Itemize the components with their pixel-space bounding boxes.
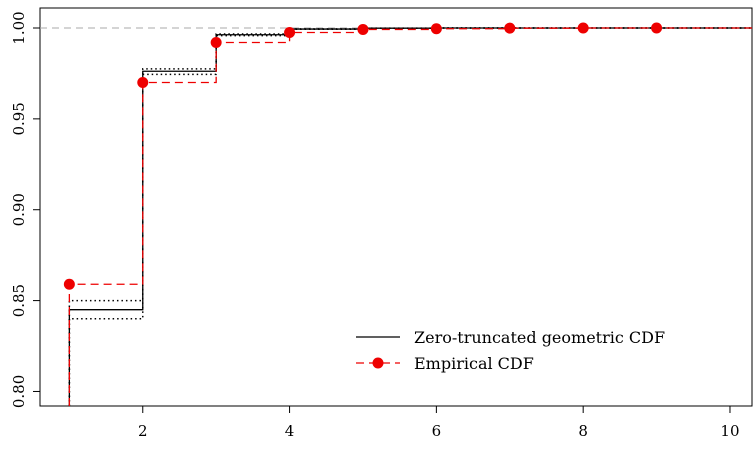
x-tick-label: 6 <box>432 422 442 440</box>
series-layer <box>68 27 752 406</box>
plot-frame <box>39 7 753 407</box>
points-layer <box>63 22 663 290</box>
empirical-point <box>63 278 75 290</box>
y-tick-label: 1.00 <box>10 11 28 44</box>
empirical-point <box>430 23 442 35</box>
series-line-0 <box>68 27 752 406</box>
empirical-point <box>504 22 516 34</box>
legend-label-geometric: Zero-truncated geometric CDF <box>414 328 665 347</box>
x-tick-label: 8 <box>578 422 588 440</box>
legend-marker-empirical <box>372 357 384 369</box>
empirical-point <box>210 37 222 49</box>
empirical-point <box>357 23 369 35</box>
series-line-1 <box>68 27 752 406</box>
series-line-3 <box>68 27 752 406</box>
empirical-point <box>284 27 296 39</box>
legend-label-empirical: Empirical CDF <box>414 354 534 373</box>
x-tick-label: 2 <box>138 422 148 440</box>
y-tick-label: 0.95 <box>10 102 28 135</box>
y-tick-label: 0.90 <box>10 193 28 226</box>
y-tick-label: 0.80 <box>10 375 28 408</box>
empirical-point <box>577 22 589 34</box>
x-tick-label: 4 <box>285 422 295 440</box>
x-tick-label: 10 <box>720 422 739 440</box>
axes: 2 4 6 8 10 0.80 0.85 0.90 0.95 1.00 <box>10 7 753 440</box>
legend: Zero-truncated geometric CDF Empirical CD… <box>356 328 665 373</box>
empirical-point <box>651 22 663 34</box>
empirical-point <box>137 77 149 89</box>
y-tick-label: 0.85 <box>10 284 28 317</box>
series-line-2 <box>68 27 752 406</box>
